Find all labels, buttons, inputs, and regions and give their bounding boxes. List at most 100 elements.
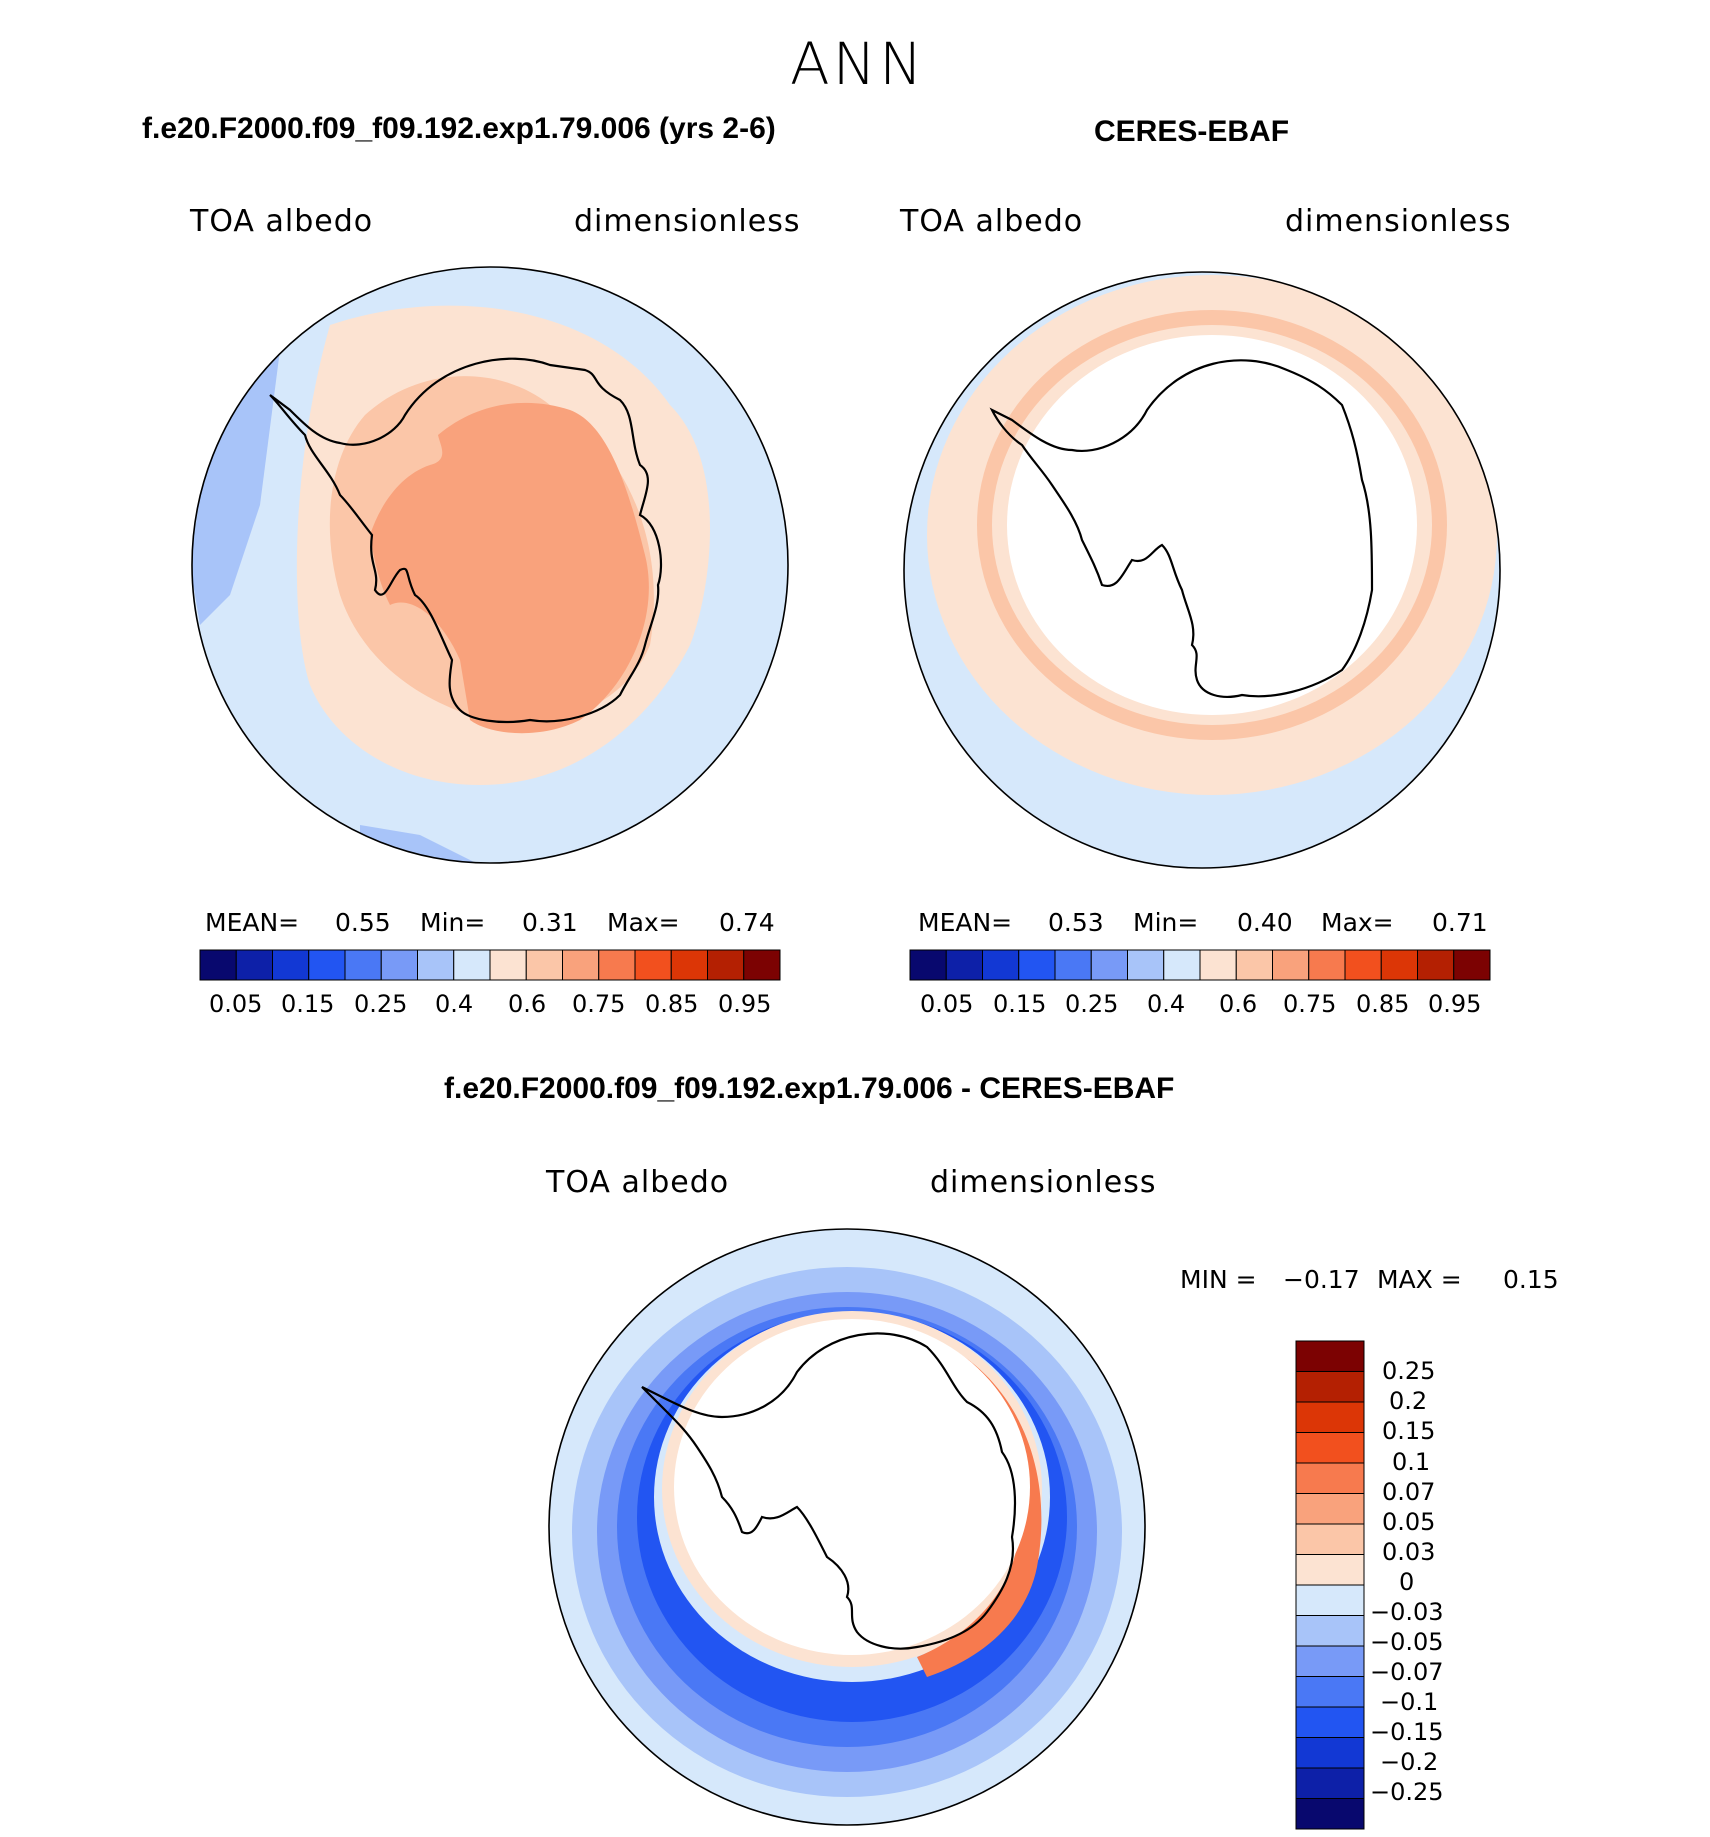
- panel2-tick: 0.25: [1065, 990, 1119, 1018]
- colorbar-swatch: [1344, 949, 1382, 981]
- diff-tick: −0.2: [1380, 1748, 1439, 1776]
- diff-tick: 0.07: [1382, 1478, 1436, 1506]
- panel1-max-value: 0.74: [719, 908, 775, 937]
- colorbar-swatch: [562, 949, 600, 981]
- diff-tick: −0.07: [1370, 1658, 1444, 1686]
- diff-tick: 0.2: [1389, 1387, 1428, 1415]
- colorbar-swatch: [909, 949, 947, 981]
- panel1-tick: 0.75: [572, 990, 626, 1018]
- panel2-variable-label: TOA albedo: [900, 204, 1084, 239]
- panel1-antarctica-coastline: [269, 357, 663, 724]
- colorbar-swatch: [1295, 1554, 1365, 1586]
- colorbar-swatch: [1054, 949, 1092, 981]
- panel2-masked-interior: [1007, 335, 1417, 715]
- colorbar-swatch: [235, 949, 273, 981]
- diff-colorbar: [1295, 1340, 1365, 1830]
- colorbar-swatch: [1163, 949, 1201, 981]
- panel1-map: [191, 266, 789, 864]
- diff-tick: −0.1: [1380, 1688, 1439, 1716]
- diff-tick: 0.15: [1382, 1417, 1436, 1445]
- colorbar-swatch: [1295, 1798, 1365, 1830]
- panel2-colorbar: [909, 949, 1491, 981]
- colorbar-swatch: [453, 949, 491, 981]
- colorbar-swatch: [598, 949, 636, 981]
- panel2-min-label: Min=: [1133, 908, 1199, 937]
- colorbar-swatch: [670, 949, 708, 981]
- diff-tick: 0.1: [1392, 1448, 1431, 1476]
- panel1-title: f.e20.F2000.f09_f09.192.exp1.79.006 (yrs…: [142, 112, 776, 145]
- season-title: ANN: [790, 30, 926, 98]
- panel1-min-label: Min=: [420, 908, 486, 937]
- panel2-mean-value: 0.53: [1048, 908, 1104, 937]
- colorbar-swatch: [525, 949, 563, 981]
- diff-max-value: 0.15: [1503, 1265, 1559, 1294]
- panel2-tick: 0.85: [1356, 990, 1410, 1018]
- diff-antarctica-coastline: [641, 1332, 1017, 1650]
- panel1-tick: 0.95: [718, 990, 772, 1018]
- panel1-tick: 0.05: [209, 990, 263, 1018]
- diff-tick: −0.25: [1370, 1778, 1444, 1806]
- colorbar-swatch: [1018, 949, 1056, 981]
- panel2-title: CERES-EBAF: [1094, 115, 1290, 148]
- panel2-units-label: dimensionless: [1285, 204, 1512, 239]
- colorbar-swatch: [1295, 1676, 1365, 1708]
- diff-tick: −0.05: [1370, 1628, 1444, 1656]
- panel1-tick: 0.15: [281, 990, 335, 1018]
- colorbar-swatch: [1417, 949, 1455, 981]
- colorbar-swatch: [1295, 1493, 1365, 1525]
- colorbar-swatch: [1235, 949, 1273, 981]
- colorbar-swatch: [1380, 949, 1418, 981]
- diff-units-label: dimensionless: [930, 1165, 1157, 1200]
- panel2-tick: 0.75: [1283, 990, 1337, 1018]
- diff-masked-interior: [674, 1319, 1030, 1655]
- panel1-tick: 0.25: [354, 990, 408, 1018]
- colorbar-swatch: [1295, 1737, 1365, 1769]
- panel1-max-label: Max=: [607, 908, 680, 937]
- colorbar-swatch: [1295, 1432, 1365, 1464]
- diff-tick: 0.05: [1382, 1508, 1436, 1536]
- colorbar-swatch: [1127, 949, 1165, 981]
- colorbar-swatch: [1295, 1401, 1365, 1433]
- panel1-min-value: 0.31: [522, 908, 578, 937]
- colorbar-swatch: [308, 949, 346, 981]
- panel1-units-label: dimensionless: [574, 204, 801, 239]
- colorbar-swatch: [1295, 1371, 1365, 1403]
- panel1-low-albedo-patch: [192, 335, 280, 625]
- panel2-tick: 0.95: [1428, 990, 1482, 1018]
- diff-tick: 0.25: [1382, 1357, 1436, 1385]
- panel1-variable-label: TOA albedo: [190, 204, 374, 239]
- colorbar-swatch: [344, 949, 382, 981]
- colorbar-swatch: [1295, 1767, 1365, 1799]
- colorbar-swatch: [707, 949, 745, 981]
- colorbar-swatch: [199, 949, 237, 981]
- colorbar-swatch: [272, 949, 310, 981]
- colorbar-swatch: [1453, 949, 1491, 981]
- panel2-max-label: Max=: [1321, 908, 1394, 937]
- colorbar-swatch: [1295, 1706, 1365, 1738]
- panel1-colorbar: [199, 949, 781, 981]
- panel2-tick: 0.15: [993, 990, 1047, 1018]
- diff-tick: −0.03: [1370, 1598, 1444, 1626]
- colorbar-swatch: [743, 949, 781, 981]
- panel1-tick: 0.6: [508, 990, 547, 1018]
- colorbar-swatch: [1295, 1615, 1365, 1647]
- diff-max-label: MAX =: [1377, 1265, 1462, 1294]
- colorbar-swatch: [1308, 949, 1346, 981]
- panel2-mean-label: MEAN=: [918, 908, 1013, 937]
- diff-variable-label: TOA albedo: [546, 1165, 730, 1200]
- diff-tick: 0: [1399, 1568, 1415, 1596]
- diff-min-value: −0.17: [1283, 1265, 1360, 1294]
- diff-title: f.e20.F2000.f09_f09.192.exp1.79.006 - CE…: [444, 1072, 1175, 1105]
- panel2-tick: 0.05: [920, 990, 974, 1018]
- colorbar-swatch: [1295, 1523, 1365, 1555]
- panel2-tick: 0.4: [1147, 990, 1186, 1018]
- panel2-map: [903, 271, 1501, 869]
- diff-tick: −0.15: [1370, 1718, 1444, 1746]
- colorbar-swatch: [1199, 949, 1237, 981]
- panel2-antarctica-coastline: [989, 359, 1374, 698]
- colorbar-swatch: [417, 949, 455, 981]
- panel2-tick: 0.6: [1219, 990, 1258, 1018]
- panel1-mean-value: 0.55: [335, 908, 391, 937]
- colorbar-swatch: [1295, 1340, 1365, 1372]
- panel2-max-value: 0.71: [1432, 908, 1488, 937]
